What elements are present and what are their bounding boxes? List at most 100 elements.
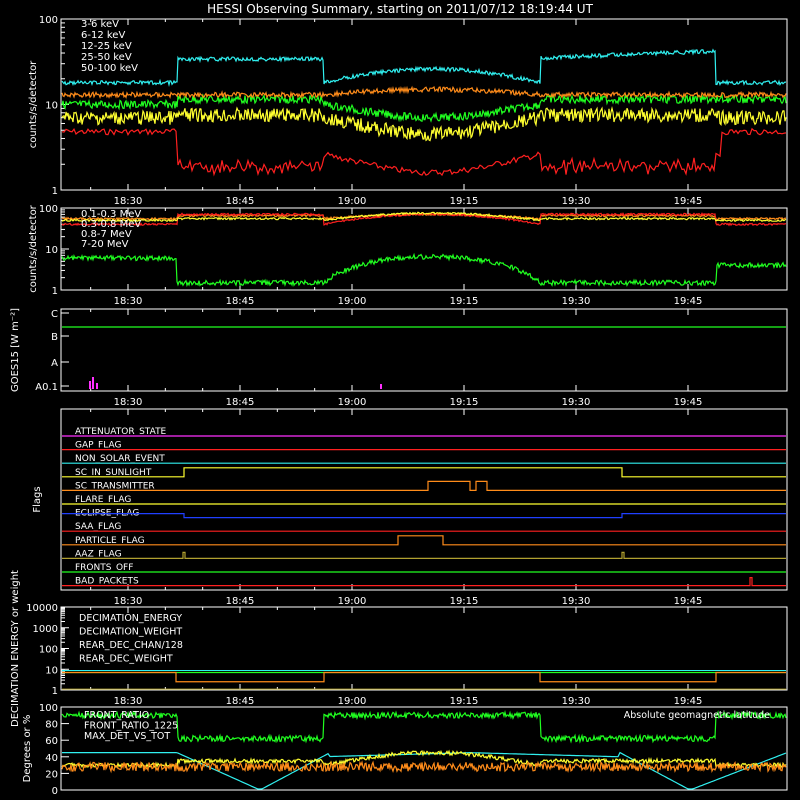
y-axis-label: Flags xyxy=(32,486,43,512)
x-tick-label: 19:30 xyxy=(562,296,591,307)
x-tick-label: 18:45 xyxy=(226,196,255,207)
flag-label: PARTICLE_FLAG xyxy=(75,536,145,546)
y-tick-label: 1000 xyxy=(33,624,58,635)
series-25-50kev xyxy=(61,93,787,123)
y-tick-label: B xyxy=(51,332,58,343)
panel-1: 18:30 18:45 19:00 19:15 19:30 19:45 100 10 1 coun… xyxy=(28,15,788,207)
plot-frame xyxy=(60,706,788,791)
y-tick-label: 10 xyxy=(45,665,58,676)
flag-label: SC_TRANSMITTER xyxy=(75,481,155,491)
y-tick-label: 60 xyxy=(45,736,58,747)
y-tick-label: 1 xyxy=(52,686,58,697)
y-axis-label: DECIMATION ENERGY or weight xyxy=(10,570,21,727)
y-tick-label: 80 xyxy=(45,720,58,731)
y-axis-label: GOES15 [W m⁻²] xyxy=(10,308,21,392)
x-tick-label: 19:45 xyxy=(674,596,703,607)
x-tick-label: 18:45 xyxy=(226,696,255,707)
y-tick-label: 100 xyxy=(39,15,58,26)
flag-label: ATTENUATOR_STATE xyxy=(75,427,167,437)
x-tick-label: 19:15 xyxy=(450,596,479,607)
x-tick-label: 18:45 xyxy=(226,397,255,408)
legend-entry: 12-25 keV xyxy=(81,41,132,52)
flag-label: BAD_PACKETS xyxy=(75,577,139,587)
y-tick-label: 10000 xyxy=(26,603,58,614)
x-tick-label: 19:00 xyxy=(338,397,367,408)
x-tick-label: 19:30 xyxy=(562,596,591,607)
x-tick-label: 19:00 xyxy=(338,696,367,707)
series-front-ratio-1225 xyxy=(61,749,787,770)
legend-entry: FRONT_RATIO_1225 xyxy=(84,721,178,732)
y-tick-label: 100 xyxy=(39,645,58,656)
flag-label: SC_IN_SUNLIGHT xyxy=(75,468,152,478)
series-front-ratio xyxy=(61,710,787,744)
series-geomagnetic-latitude xyxy=(62,751,787,790)
x-tick-label: 18:30 xyxy=(114,696,143,707)
flag-label: FRONTS_OFF xyxy=(75,563,133,573)
y-tick-label: 100 xyxy=(39,703,58,714)
y-tick-label: 100 xyxy=(39,204,58,215)
y-tick-label: 1 xyxy=(52,186,58,197)
legend-entry: Absolute geomagnetic latitude xyxy=(624,710,770,721)
legend-entry: 0.1-0.3 MeV xyxy=(81,209,141,220)
panel-5: 18:30 18:45 19:00 19:15 19:30 19:45 10000 1000 1… xyxy=(10,570,788,727)
x-tick-label: 19:45 xyxy=(674,196,703,207)
flag-trace xyxy=(62,551,786,559)
panel-3: 18:30 18:45 19:00 19:15 19:30 19:45 C B A A0.1 GOE… xyxy=(10,308,788,408)
x-tick-label: 19:45 xyxy=(674,296,703,307)
x-tick-label: 18:30 xyxy=(114,397,143,408)
y-tick-label: A xyxy=(51,358,58,369)
flag-label: SAA_FLAG xyxy=(75,522,121,532)
series-7-20mev xyxy=(61,252,787,288)
legend-entry: DECIMATION_ENERGY xyxy=(79,613,182,624)
legend-entry: 7-20 MeV xyxy=(81,239,129,250)
legend-entry: 3-6 keV xyxy=(81,19,119,30)
legend-entry: REAR_DEC_WEIGHT xyxy=(79,654,173,665)
flag-label: NON_SOLAR_EVENT xyxy=(75,454,165,464)
x-tick-label: 19:45 xyxy=(674,397,703,408)
x-tick-label: 19:15 xyxy=(450,196,479,207)
legend-entry: REAR_DEC_CHAN/128 xyxy=(79,640,183,651)
series-max-det-vs-tot xyxy=(61,760,787,774)
y-tick-label: A0.1 xyxy=(35,382,58,393)
flag-trace xyxy=(62,480,786,491)
legend-entry: FRONT_RATIO xyxy=(84,710,149,721)
chart-title: HESSI Observing Summary, starting on 201… xyxy=(207,2,593,16)
x-tick-label: 19:30 xyxy=(562,696,591,707)
flag-label: GAP_FLAG xyxy=(75,441,121,451)
x-tick-label: 19:45 xyxy=(674,696,703,707)
legend-entry: MAX_DET_VS_TOT xyxy=(84,731,170,742)
y-axis-label: counts/s/detector xyxy=(28,204,39,292)
y-tick-label: 20 xyxy=(45,769,58,780)
y-axis-label: Degrees or % xyxy=(22,715,33,783)
legend-entry: 0.8-7 MeV xyxy=(81,229,132,240)
legend-entry: 25-50 keV xyxy=(81,52,132,63)
flag-trace xyxy=(62,535,786,546)
y-tick-label: 10 xyxy=(45,101,58,112)
x-tick-label: 19:00 xyxy=(338,596,367,607)
plot-frame xyxy=(60,408,788,591)
flag-trace xyxy=(62,513,786,519)
y-tick-label: 1 xyxy=(52,286,58,297)
x-tick-label: 19:30 xyxy=(562,196,591,207)
x-tick-label: 18:45 xyxy=(226,296,255,307)
panel-2: 18:30 18:45 19:00 19:15 19:30 19:45 100 10 1 coun… xyxy=(28,204,788,307)
x-tick-label: 18:30 xyxy=(114,596,143,607)
series-6-12kev xyxy=(61,85,787,100)
series-0.8-7mev xyxy=(61,211,787,223)
y-tick-label: 40 xyxy=(45,753,58,764)
y-tick-label: 0 xyxy=(52,786,58,797)
series-3-6kev xyxy=(61,127,787,177)
x-tick-label: 19:15 xyxy=(450,296,479,307)
x-tick-label: 18:45 xyxy=(226,596,255,607)
x-tick-label: 19:30 xyxy=(562,397,591,408)
legend-entry: 6-12 keV xyxy=(81,30,125,41)
plot-frame xyxy=(60,308,788,392)
flag-trace xyxy=(62,577,786,587)
series-12-25kev xyxy=(61,106,787,142)
legend-entry: DECIMATION_WEIGHT xyxy=(79,627,182,638)
x-tick-label: 18:30 xyxy=(114,296,143,307)
panel-4: 18:30 18:45 19:00 19:15 19:30 19:45 Flags ATTEN… xyxy=(32,408,788,607)
decimation-weight-trace xyxy=(62,671,786,683)
flag-label: AAZ_FLAG xyxy=(75,549,122,559)
